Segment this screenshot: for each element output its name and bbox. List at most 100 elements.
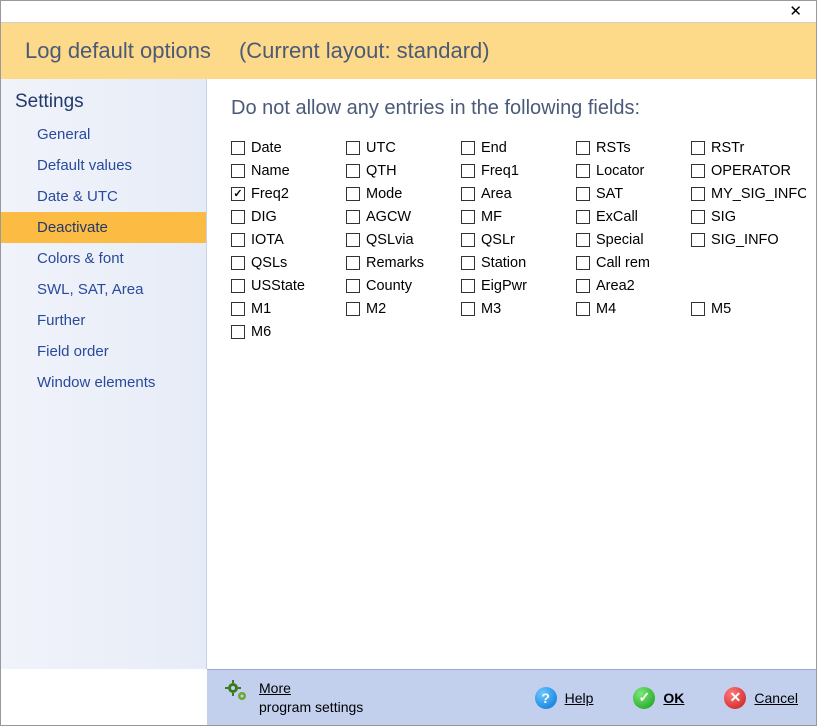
checkbox-label: SIG_INFO [711, 232, 779, 248]
field-checkbox-qslr[interactable]: QSLr [461, 232, 576, 248]
field-grid: Date UTC End RSTs RSTr Name QTH Freq1 Locator OPE… [231, 140, 816, 340]
field-checkbox-area[interactable]: Area [461, 186, 576, 202]
field-checkbox-county[interactable]: County [346, 278, 461, 294]
checkbox-label: Locator [596, 163, 644, 179]
sidebar-item-field-order[interactable]: Field order [1, 336, 206, 367]
checkbox-label: End [481, 140, 507, 156]
field-checkbox-qsls[interactable]: QSLs [231, 255, 346, 271]
help-icon: ? [535, 687, 557, 709]
checkbox-icon [691, 302, 705, 316]
main-panel: Do not allow any entries in the followin… [207, 79, 816, 669]
ok-button[interactable]: ✓ OK [633, 687, 684, 709]
checkbox-label: County [366, 278, 412, 294]
checkbox-icon [691, 210, 705, 224]
checkbox-label: Station [481, 255, 526, 271]
checkbox-label: Area [481, 186, 512, 202]
help-button[interactable]: ? Help [535, 687, 594, 709]
field-checkbox-eigpwr[interactable]: EigPwr [461, 278, 576, 294]
checkbox-icon [576, 187, 590, 201]
field-checkbox-utc[interactable]: UTC [346, 140, 461, 156]
more-button[interactable]: More program settings [225, 679, 363, 715]
field-checkbox-mode[interactable]: Mode [346, 186, 461, 202]
checkbox-label: Remarks [366, 255, 424, 271]
field-checkbox-m2[interactable]: M2 [346, 301, 461, 317]
field-checkbox-sig-info[interactable]: SIG_INFO [691, 232, 806, 248]
checkbox-icon [461, 141, 475, 155]
sidebar-item-default-values[interactable]: Default values [1, 150, 206, 181]
header-subtitle: (Current layout: standard) [239, 38, 490, 64]
checkbox-label: Area2 [596, 278, 635, 294]
field-checkbox-end[interactable]: End [461, 140, 576, 156]
field-checkbox-m3[interactable]: M3 [461, 301, 576, 317]
field-checkbox-dig[interactable]: DIG [231, 209, 346, 225]
field-checkbox-qth[interactable]: QTH [346, 163, 461, 179]
settings-dialog: ✕ Log default options (Current layout: s… [0, 0, 817, 726]
field-checkbox-rsts[interactable]: RSTs [576, 140, 691, 156]
field-checkbox-m5[interactable]: M5 [691, 301, 806, 317]
checkbox-label: ExCall [596, 209, 638, 225]
field-checkbox-special[interactable]: Special [576, 232, 691, 248]
field-checkbox-freq1[interactable]: Freq1 [461, 163, 576, 179]
field-checkbox-iota[interactable]: IOTA [231, 232, 346, 248]
more-label-top: More [259, 679, 363, 697]
field-checkbox-excall[interactable]: ExCall [576, 209, 691, 225]
checkbox-label: M2 [366, 301, 386, 317]
field-checkbox-sig[interactable]: SIG [691, 209, 806, 225]
checkbox-label: M5 [711, 301, 731, 317]
checkbox-label: AGCW [366, 209, 411, 225]
sidebar-item-date-utc[interactable]: Date & UTC [1, 181, 206, 212]
checkbox-label: M1 [251, 301, 271, 317]
sidebar-item-further[interactable]: Further [1, 305, 206, 336]
footer: More program settings ? Help ✓ OK ✕ Canc… [207, 669, 816, 725]
checkbox-label: QSLr [481, 232, 515, 248]
checkbox-icon [461, 302, 475, 316]
sidebar-item-swl-sat-area[interactable]: SWL, SAT, Area [1, 274, 206, 305]
field-checkbox-my-sig-info[interactable]: MY_SIG_INFO [691, 186, 806, 202]
checkbox-icon [576, 164, 590, 178]
field-checkbox-m6[interactable]: M6 [231, 324, 346, 340]
sidebar-item-general[interactable]: General [1, 119, 206, 150]
sidebar-item-window-elements[interactable]: Window elements [1, 367, 206, 398]
sidebar-item-deactivate[interactable]: Deactivate [1, 212, 206, 243]
field-checkbox-sat[interactable]: SAT [576, 186, 691, 202]
checkbox-icon [346, 210, 360, 224]
field-checkbox-area2[interactable]: Area2 [576, 278, 691, 294]
checkbox-icon [231, 164, 245, 178]
checkbox-label: MF [481, 209, 502, 225]
checkbox-label: RSTs [596, 140, 631, 156]
field-checkbox-usstate[interactable]: USState [231, 278, 346, 294]
field-checkbox-agcw[interactable]: AGCW [346, 209, 461, 225]
checkbox-label: USState [251, 278, 305, 294]
help-label: Help [565, 690, 594, 706]
field-checkbox-m1[interactable]: M1 [231, 301, 346, 317]
checkbox-label: OPERATOR [711, 163, 791, 179]
field-checkbox-mf[interactable]: MF [461, 209, 576, 225]
checkbox-icon [231, 256, 245, 270]
checkbox-label: DIG [251, 209, 277, 225]
cancel-icon: ✕ [724, 687, 746, 709]
checkbox-label: QTH [366, 163, 397, 179]
field-checkbox-freq2[interactable]: Freq2 [231, 186, 346, 202]
field-checkbox-rstr[interactable]: RSTr [691, 140, 806, 156]
cancel-button[interactable]: ✕ Cancel [724, 687, 798, 709]
field-checkbox-m4[interactable]: M4 [576, 301, 691, 317]
checkbox-icon [461, 210, 475, 224]
field-checkbox-remarks[interactable]: Remarks [346, 255, 461, 271]
checkbox-icon [576, 279, 590, 293]
field-checkbox-operator[interactable]: OPERATOR [691, 163, 806, 179]
checkbox-label: Mode [366, 186, 402, 202]
close-icon[interactable]: ✕ [783, 4, 808, 19]
sidebar-item-colors-font[interactable]: Colors & font [1, 243, 206, 274]
field-checkbox-locator[interactable]: Locator [576, 163, 691, 179]
checkbox-label: UTC [366, 140, 396, 156]
checkbox-icon [576, 210, 590, 224]
field-checkbox-qslvia[interactable]: QSLvia [346, 232, 461, 248]
field-checkbox-name[interactable]: Name [231, 163, 346, 179]
field-checkbox-date[interactable]: Date [231, 140, 346, 156]
checkbox-icon [231, 279, 245, 293]
field-checkbox-station[interactable]: Station [461, 255, 576, 271]
checkbox-icon [346, 233, 360, 247]
checkbox-label: RSTr [711, 140, 744, 156]
sidebar: Settings GeneralDefault valuesDate & UTC… [1, 79, 207, 669]
field-checkbox-call-rem[interactable]: Call rem [576, 255, 691, 271]
